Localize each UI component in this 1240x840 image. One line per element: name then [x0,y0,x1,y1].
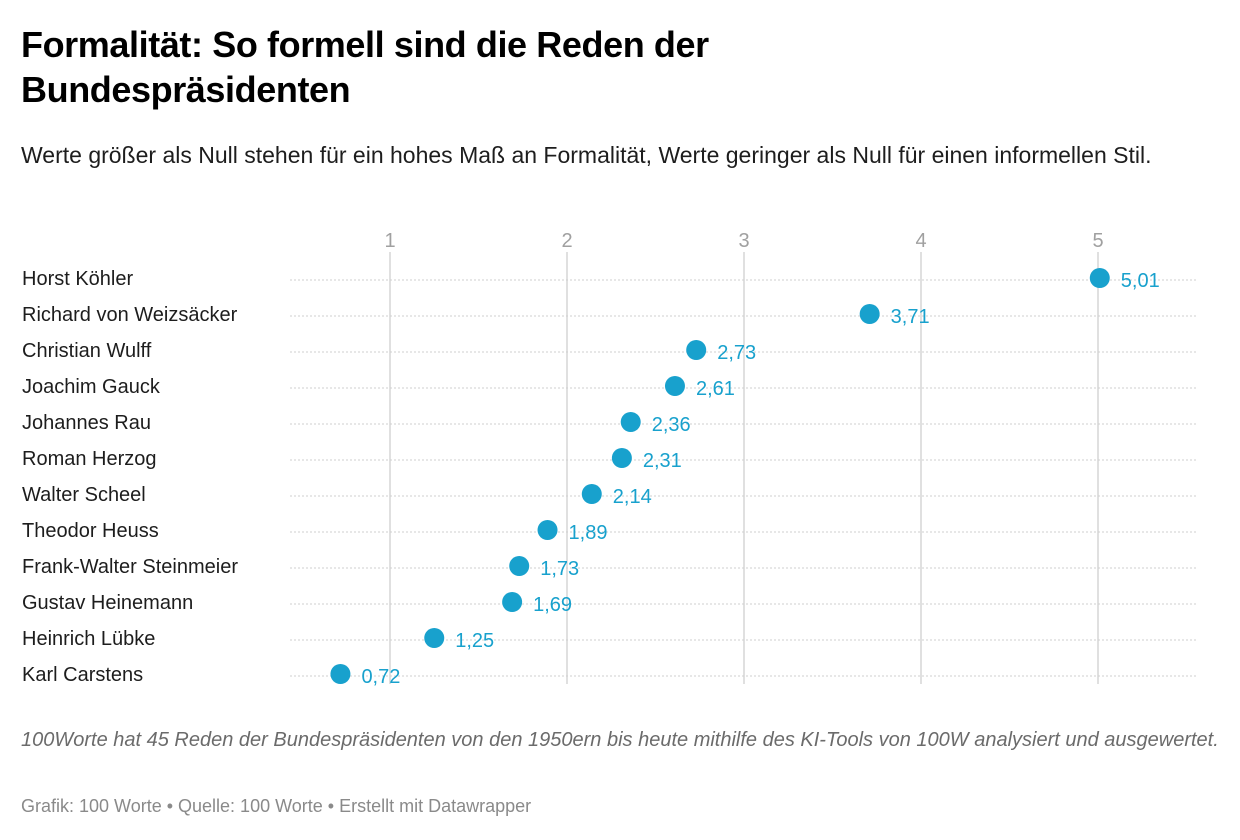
data-row: Gustav Heinemann 1,69 [22,592,1197,616]
row-label: Theodor Heuss [22,520,159,542]
data-point[interactable] [509,556,530,576]
x-tick-label: 2 [561,230,572,252]
value-label: 0,72 [361,666,400,688]
value-label: 1,69 [533,594,572,616]
data-point[interactable] [581,484,602,504]
row-label: Christian Wulff [22,340,152,362]
row-label: Roman Herzog [22,448,157,470]
data-row: Richard von Weizsäcker 3,71 [22,304,1197,328]
gridlines [389,252,1099,684]
data-row: Johannes Rau 2,36 [22,412,1197,436]
row-label: Horst Köhler [22,268,133,290]
data-row: Frank-Walter Steinmeier 1,73 [22,556,1197,580]
row-label: Johannes Rau [22,412,151,434]
footer-byline: Grafik: 100 Worte • Quelle: 100 Worte • … [21,796,532,816]
value-label: 2,31 [643,450,682,472]
data-point[interactable] [537,520,558,540]
x-tick-label: 5 [1092,230,1103,252]
value-label: 2,36 [652,414,691,436]
data-point[interactable] [620,412,641,432]
value-label: 3,71 [891,306,930,328]
data-point[interactable] [611,448,632,468]
data-point[interactable] [1089,268,1110,288]
chart-title: Formalität: So formell sind die Reden de… [21,24,709,110]
value-label: 2,61 [696,378,735,400]
data-row: Karl Carstens 0,72 [22,664,1197,688]
data-point[interactable] [502,592,523,612]
rows: Horst Köhler 5,01 Richard von Weizsäcker 3,… [22,268,1197,688]
data-row: Christian Wulff 2,73 [22,340,1197,364]
data-point[interactable] [664,376,685,396]
data-row: Heinrich Lübke 1,25 [22,628,1197,652]
data-point[interactable] [686,340,707,360]
data-row: Horst Köhler 5,01 [22,268,1197,292]
row-label: Karl Carstens [22,664,143,686]
row-label: Frank-Walter Steinmeier [22,556,238,578]
value-label: 1,25 [455,630,494,652]
data-point[interactable] [424,628,445,648]
value-label: 2,14 [613,486,652,508]
value-label: 2,73 [717,342,756,364]
row-label: Gustav Heinemann [22,592,193,614]
data-row: Theodor Heuss 1,89 [22,520,1197,544]
row-label: Walter Scheel [22,484,146,506]
x-tick-label: 1 [384,230,395,252]
footer-note: 100Worte hat 45 Reden der Bundespräsiden… [21,729,1219,751]
data-row: Walter Scheel 2,14 [22,484,1197,508]
row-label: Joachim Gauck [22,376,161,398]
row-label: Richard von Weizsäcker [22,304,238,326]
data-point[interactable] [859,304,880,324]
x-axis-ticks: 1 2 3 4 5 [384,230,1103,252]
chart-subtitle: Werte größer als Null stehen für ein hoh… [21,142,1152,168]
data-point[interactable] [330,664,351,684]
value-label: 1,89 [569,522,608,544]
data-row: Joachim Gauck 2,61 [22,376,1197,400]
x-tick-label: 3 [738,230,749,252]
value-label: 1,73 [540,558,579,580]
row-label: Heinrich Lübke [22,628,155,650]
dot-plot-chart: 1 2 3 4 5 Horst Köhler 5,01 Richard von Weizsä… [22,230,1197,688]
value-label: 5,01 [1121,270,1160,292]
data-row: Roman Herzog 2,31 [22,448,1197,472]
x-tick-label: 4 [915,230,926,252]
